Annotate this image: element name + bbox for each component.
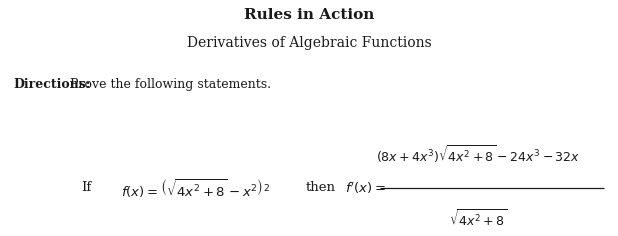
Text: $f^{\prime}(x) =$: $f^{\prime}(x) =$ [345,180,386,196]
Text: Rules in Action: Rules in Action [244,8,374,22]
Text: Directions:: Directions: [14,78,91,91]
Text: Derivatives of Algebraic Functions: Derivatives of Algebraic Functions [187,36,431,50]
Text: $\sqrt{4x^2+8}$: $\sqrt{4x^2+8}$ [449,209,507,230]
Text: Prove the following statements.: Prove the following statements. [66,78,271,91]
Text: $(8x + 4x^3)\sqrt{4x^2+8} - 24x^3 - 32x$: $(8x + 4x^3)\sqrt{4x^2+8} - 24x^3 - 32x$ [376,143,580,165]
Text: then: then [306,181,336,194]
Text: If: If [82,181,91,194]
Text: $f(x) = \left(\sqrt{4x^2+8} - x^2\right)^2$: $f(x) = \left(\sqrt{4x^2+8} - x^2\right)… [121,177,270,199]
